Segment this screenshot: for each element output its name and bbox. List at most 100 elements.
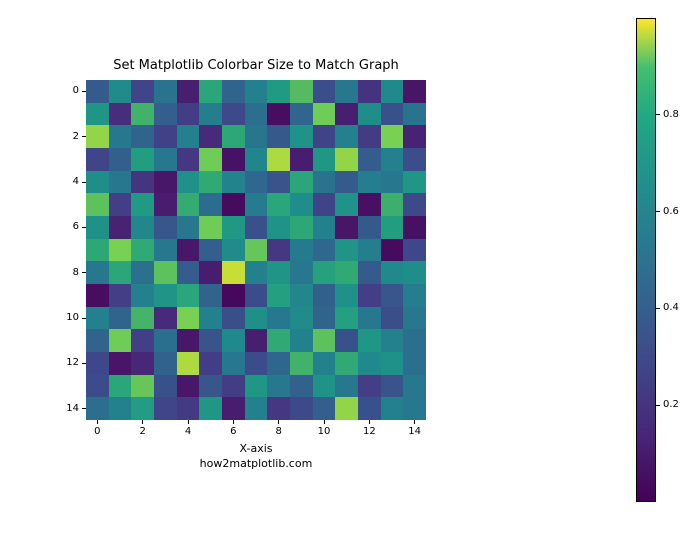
heatmap-cell — [131, 397, 154, 420]
heatmap-cell — [154, 329, 177, 352]
heatmap-cell — [109, 375, 132, 398]
heatmap-cell — [109, 125, 132, 148]
heatmap-cell — [335, 397, 358, 420]
heatmap-cell — [267, 239, 290, 262]
heatmap-cell — [313, 352, 336, 375]
heatmap-cell — [245, 239, 268, 262]
heatmap-cell — [335, 103, 358, 126]
heatmap-cell — [403, 284, 426, 307]
heatmap-cell — [86, 397, 109, 420]
heatmap-cell — [358, 80, 381, 103]
heatmap-cell — [109, 352, 132, 375]
heatmap-cell — [154, 125, 177, 148]
heatmap-cell — [131, 103, 154, 126]
caption: how2matplotlib.com — [86, 457, 426, 470]
heatmap-cell — [290, 261, 313, 284]
heatmap-cell — [131, 284, 154, 307]
heatmap-cell — [86, 125, 109, 148]
heatmap-cell — [313, 329, 336, 352]
heatmap-cell — [131, 125, 154, 148]
colorbar-tick-label: 0.2 — [663, 399, 679, 410]
heatmap-cell — [358, 261, 381, 284]
heatmap-cell — [177, 125, 200, 148]
heatmap-cell — [267, 307, 290, 330]
heatmap-cell — [177, 80, 200, 103]
y-tick-mark — [82, 91, 86, 92]
x-tick-label: 4 — [178, 426, 198, 437]
heatmap-grid — [86, 80, 426, 420]
x-tick-label: 2 — [133, 426, 153, 437]
heatmap-cell — [403, 329, 426, 352]
heatmap-cell — [313, 193, 336, 216]
heatmap-cell — [335, 148, 358, 171]
heatmap-cell — [335, 171, 358, 194]
heatmap-cell — [313, 103, 336, 126]
heatmap-cell — [381, 80, 404, 103]
x-tick-mark — [414, 420, 415, 424]
colorbar-tick-label: 0.4 — [663, 302, 679, 313]
heatmap-cell — [267, 216, 290, 239]
x-tick-label: 0 — [87, 426, 107, 437]
heatmap-cell — [335, 261, 358, 284]
y-tick-mark — [82, 136, 86, 137]
heatmap-cell — [381, 216, 404, 239]
y-tick-mark — [82, 272, 86, 273]
heatmap-cell — [177, 307, 200, 330]
colorbar — [636, 18, 656, 502]
heatmap-cell — [222, 284, 245, 307]
y-tick-label: 2 — [73, 131, 79, 142]
heatmap-cell — [403, 103, 426, 126]
heatmap-cell — [177, 239, 200, 262]
heatmap-cell — [177, 261, 200, 284]
heatmap-cell — [358, 193, 381, 216]
heatmap-cell — [109, 216, 132, 239]
colorbar-tick-mark — [656, 308, 660, 309]
heatmap-cell — [131, 261, 154, 284]
heatmap-cell — [109, 397, 132, 420]
heatmap-cell — [403, 216, 426, 239]
heatmap-cell — [131, 216, 154, 239]
heatmap-cell — [177, 216, 200, 239]
heatmap-cell — [335, 125, 358, 148]
heatmap-cell — [358, 125, 381, 148]
heatmap-cell — [177, 329, 200, 352]
heatmap-cell — [109, 103, 132, 126]
y-tick-label: 10 — [66, 312, 79, 323]
y-tick-label: 6 — [73, 221, 79, 232]
heatmap-cell — [290, 193, 313, 216]
heatmap-cell — [335, 307, 358, 330]
heatmap-cell — [154, 171, 177, 194]
heatmap-cell — [131, 352, 154, 375]
heatmap-cell — [381, 284, 404, 307]
x-tick-label: 12 — [359, 426, 379, 437]
heatmap-cell — [109, 80, 132, 103]
y-tick-mark — [82, 227, 86, 228]
heatmap-cell — [381, 307, 404, 330]
heatmap-cell — [86, 216, 109, 239]
heatmap-cell — [267, 193, 290, 216]
heatmap-cell — [335, 216, 358, 239]
heatmap-cell — [245, 352, 268, 375]
heatmap-cell — [290, 375, 313, 398]
heatmap-cell — [313, 284, 336, 307]
heatmap-cell — [86, 103, 109, 126]
heatmap-cell — [335, 352, 358, 375]
heatmap-cell — [199, 80, 222, 103]
y-tick-mark — [82, 408, 86, 409]
y-tick-mark — [82, 182, 86, 183]
heatmap-cell — [290, 329, 313, 352]
heatmap-cell — [313, 375, 336, 398]
heatmap-cell — [222, 397, 245, 420]
heatmap-cell — [177, 148, 200, 171]
heatmap-cell — [222, 125, 245, 148]
heatmap-cell — [222, 352, 245, 375]
heatmap-cell — [290, 352, 313, 375]
y-tick-label: 8 — [73, 267, 79, 278]
heatmap-cell — [177, 375, 200, 398]
heatmap-cell — [131, 307, 154, 330]
heatmap-cell — [403, 193, 426, 216]
heatmap-cell — [381, 397, 404, 420]
heatmap-cell — [245, 329, 268, 352]
heatmap-cell — [267, 329, 290, 352]
heatmap-cell — [358, 352, 381, 375]
